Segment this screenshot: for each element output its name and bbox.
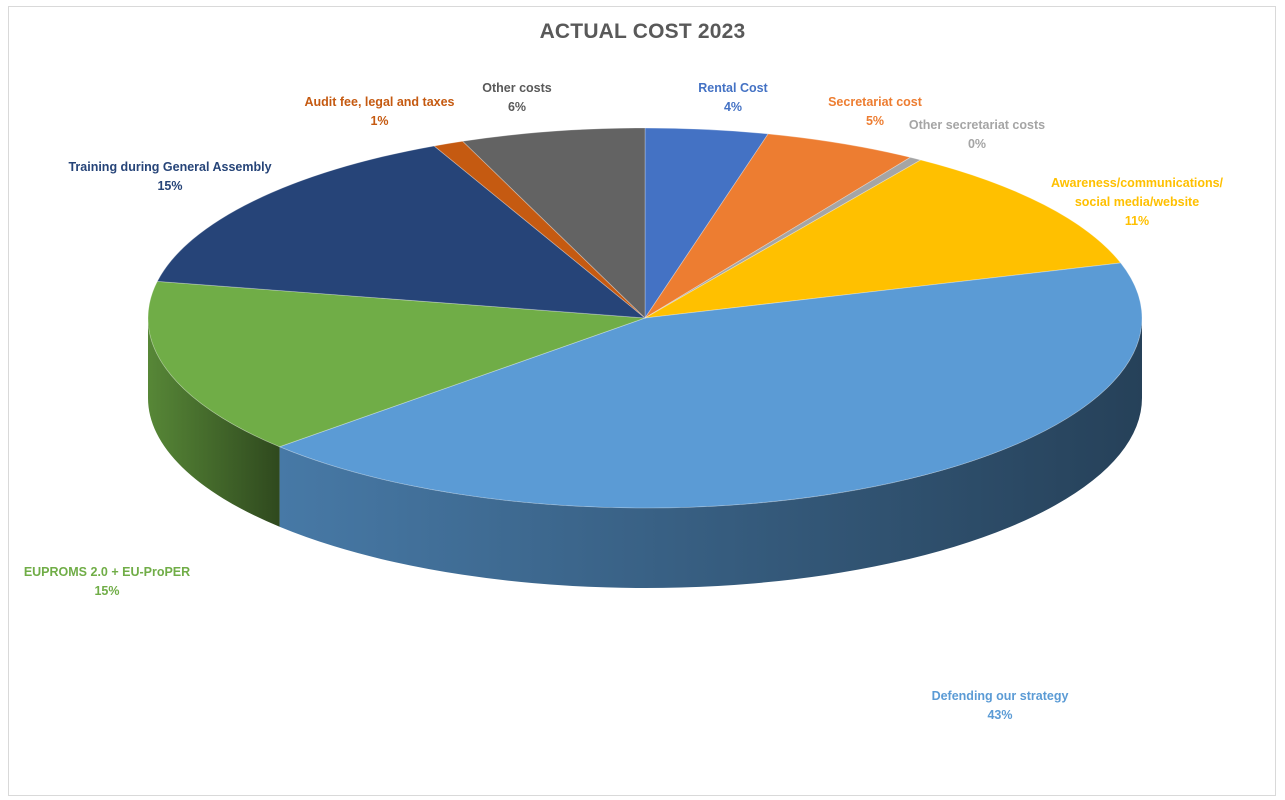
slice-label-secretariat-cost: Secretariat cost 5% [828, 95, 922, 128]
pie-slice-training-during-general-assembly [156, 145, 647, 319]
slice-label-rental-cost: Rental Cost 4% [698, 81, 768, 114]
slice-label-training: Training during General Assembly 15% [68, 160, 272, 193]
slice-label-euproms: EUPROMS 2.0 + EU-ProPER 15% [23, 565, 191, 598]
slice-label-other-costs: Other costs 6% [482, 81, 552, 114]
pie-slice-euproms-2-0-eu-proper [147, 280, 646, 448]
pie-slice-defending-our-strategy [278, 262, 1143, 509]
pie-slice-other-secretariat-costs [644, 156, 922, 319]
pie-side-euproms-2-0-eu-proper [148, 318, 280, 527]
pie-slice-secretariat-cost [644, 133, 912, 319]
pie-slice-audit-fee-legal-and-taxes [433, 140, 646, 319]
pie-slice-awareness-communications-social-media-website [644, 159, 1122, 319]
slice-label-defending-our-strategy: Defending our strategy 43% [931, 689, 1069, 722]
pie-side-defending-our-strategy [279, 318, 1143, 589]
slice-label-awareness: Awareness/communications/ social media/w… [1050, 176, 1224, 228]
slice-label-audit-fee: Audit fee, legal and taxes 1% [304, 95, 455, 128]
chart-title: ACTUAL COST 2023 [539, 20, 746, 43]
pie-slice-other-costs [461, 127, 646, 319]
pie-slice-rental-cost [644, 127, 769, 320]
slice-label-other-secretariat-costs: Other secretariat costs 0% [908, 118, 1046, 151]
